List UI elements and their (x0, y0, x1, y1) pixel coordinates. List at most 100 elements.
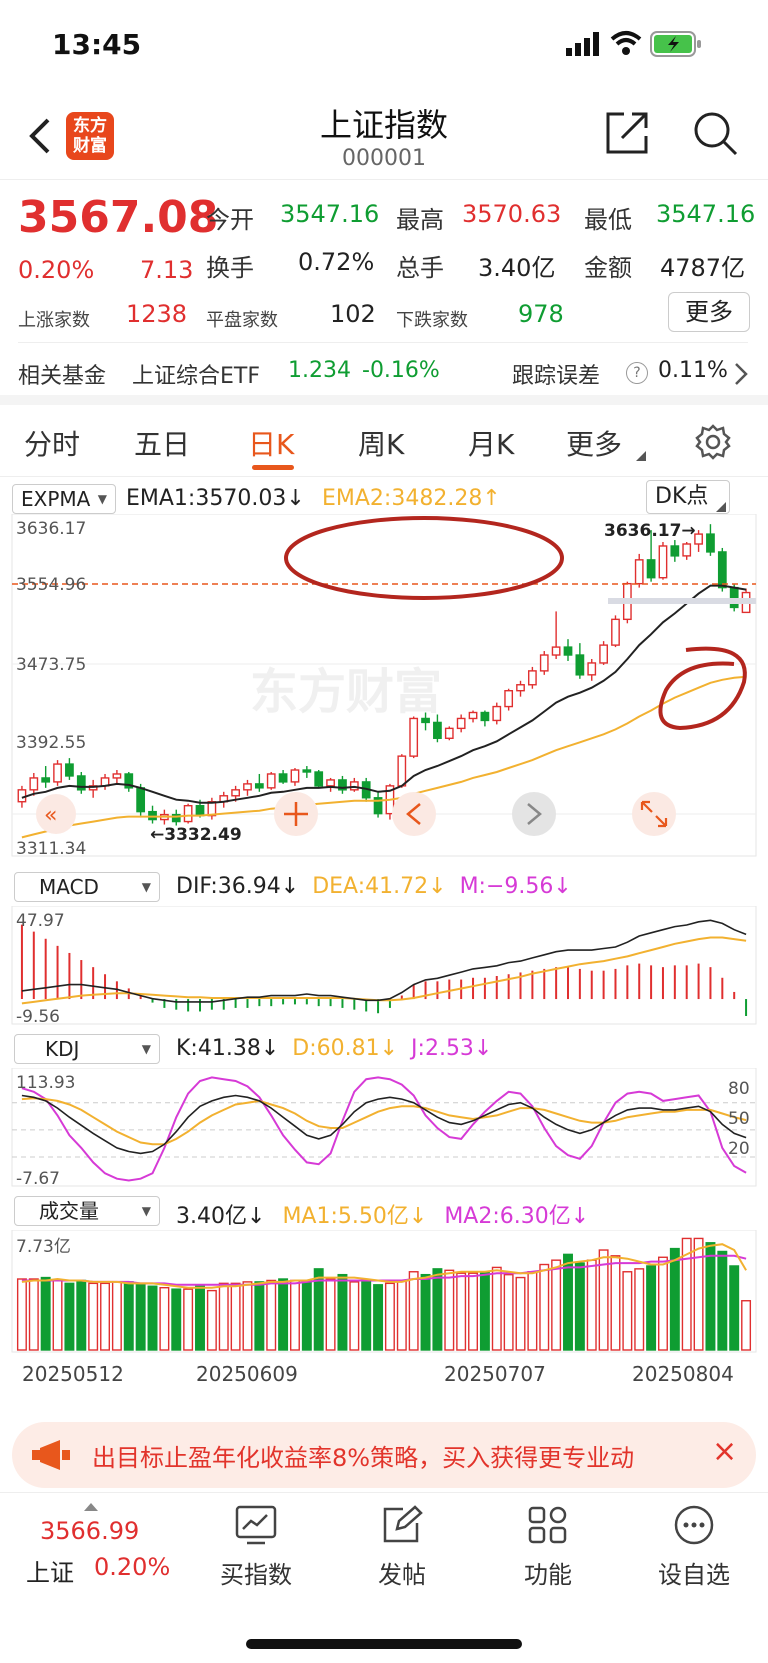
volume-bar (361, 1281, 372, 1351)
macd-axis-bottom: -9.56 (16, 1007, 60, 1026)
dropdown-corner-icon (636, 451, 646, 461)
candle-body (468, 711, 478, 720)
high-value: 3570.63 (462, 200, 562, 228)
promo-banner[interactable]: 出目标止盈年化收益率8%策略，买入获得更专业动 × (12, 1422, 756, 1488)
nav-functions[interactable]: 功能 (488, 1505, 608, 1590)
scroll-left-far-button[interactable] (36, 794, 76, 834)
volume-bar (586, 1259, 597, 1351)
app-header: 东方 财富 上证指数 000001 (0, 90, 768, 180)
step-left-button[interactable] (392, 792, 436, 836)
volume-dropdown[interactable]: 成交量 ▼ (14, 1196, 160, 1226)
nav-buy-index-label: 买指数 (220, 1561, 292, 1589)
candle-body (183, 804, 193, 823)
candlestick-chart[interactable]: 东方财富 3636.17 3554.96 3473.75 3392.55 331… (0, 514, 768, 858)
kdj-legend: K:41.38↓ D:60.81↓ J:2.53↓ (176, 1036, 492, 1061)
more-button[interactable]: 更多 (668, 292, 750, 332)
fund-name[interactable]: 上证综合ETF (132, 364, 260, 389)
back-icon[interactable] (28, 116, 52, 156)
macd-dropdown[interactable]: MACD ▼ (14, 872, 160, 902)
fullscreen-button[interactable] (632, 792, 676, 836)
kdj-axis-top: 113.93 (16, 1073, 75, 1093)
share-icon[interactable] (604, 110, 650, 156)
open-label: 今开 (206, 206, 254, 234)
volume-bar (527, 1271, 538, 1351)
volume-bar (384, 1282, 395, 1351)
nav-post[interactable]: 发帖 (342, 1505, 462, 1590)
up-count-label: 上涨家数 (18, 310, 90, 331)
volume-bar (634, 1268, 645, 1351)
j-line (21, 1076, 747, 1182)
open-value: 3547.16 (280, 200, 380, 228)
macd-frame (11, 906, 757, 1025)
fund-change: -0.16% (362, 358, 440, 383)
volume-bar (444, 1269, 455, 1351)
volume-bar (729, 1265, 740, 1351)
candle-body (243, 783, 252, 791)
search-icon[interactable] (692, 110, 738, 156)
volume-bar (574, 1262, 585, 1351)
candle-body (563, 646, 573, 656)
candle-body (575, 654, 585, 676)
divider (18, 342, 748, 343)
volume-bar (195, 1285, 205, 1351)
nav-add-watchlist[interactable]: 设自选 (634, 1505, 754, 1590)
volume-bar (40, 1276, 51, 1351)
gear-icon[interactable] (694, 423, 732, 461)
tab-more[interactable]: 更多 (566, 428, 623, 461)
date-tick: 20250804 (632, 1362, 734, 1386)
tab-monthly-k[interactable]: 月K (468, 428, 515, 461)
support-band (608, 598, 756, 604)
volume-bar (218, 1282, 229, 1351)
watermark: 东方财富 (250, 664, 442, 720)
chevron-right-icon (527, 803, 542, 825)
candle-body (516, 684, 525, 692)
macd-axis-top: 47.97 (16, 911, 65, 931)
step-right-button[interactable] (512, 792, 556, 836)
volume-legend: 3.40亿↓ MA1:5.50亿↓ MA2:6.30亿↓ (176, 1198, 589, 1230)
tab-daily-k[interactable]: 日K (248, 428, 295, 461)
main-indicator-dropdown[interactable]: EXPMA ▼ (12, 484, 116, 514)
bottom-index-price[interactable]: 3566.99 (40, 1517, 140, 1545)
logo-line1: 东方 (73, 116, 107, 136)
volume-bar (52, 1279, 63, 1351)
amount-label: 金额 (584, 254, 632, 282)
kline-chart-area[interactable]: EXPMA ▼ EMA1:3570.03↓ EMA2:3482.28↑ DK点 东… (0, 478, 768, 1408)
candle-body (717, 551, 727, 589)
close-icon[interactable]: × (712, 1434, 738, 1469)
volume-value: 3.40亿 (176, 1204, 247, 1229)
candle-body (41, 777, 51, 783)
bottom-index-name[interactable]: 上证 (26, 1559, 74, 1587)
status-time: 13:45 (52, 28, 142, 61)
tab-weekly-k[interactable]: 周K (358, 428, 405, 461)
kdj-level-20: 20 (728, 1139, 750, 1159)
kdj-name: KDJ (45, 1037, 80, 1061)
volume-bar (598, 1249, 609, 1351)
volume-bar (503, 1273, 514, 1351)
chevron-right-icon[interactable] (734, 362, 748, 386)
candle-body (29, 777, 39, 791)
grid-icon (528, 1506, 567, 1544)
kdj-level-80: 80 (728, 1079, 750, 1099)
ema2-line (21, 675, 747, 839)
kdj-frame (11, 1068, 757, 1187)
kdj-dropdown[interactable]: KDJ ▼ (14, 1034, 160, 1064)
candle-body (171, 813, 181, 823)
j-value: J:2.53 (411, 1036, 474, 1061)
volume-bar (539, 1263, 550, 1351)
candle-body (706, 533, 715, 553)
volume-value: 3.40亿 (478, 254, 556, 282)
help-icon[interactable]: ? (626, 362, 648, 384)
k-line (21, 1094, 747, 1155)
candle-body (338, 779, 347, 791)
fund-price: 1.234 (288, 358, 351, 383)
nav-buy-index[interactable]: 买指数 (196, 1505, 316, 1590)
bottom-index-pct[interactable]: 0.20% (94, 1553, 171, 1581)
d-value: D:60.81 (292, 1036, 380, 1061)
tracking-error-label: 跟踪误差 (512, 364, 601, 389)
volume-bar (337, 1273, 348, 1351)
tab-five-day[interactable]: 五日 (134, 428, 191, 461)
kdj-level-50: 50 (728, 1109, 750, 1129)
volume-bar (705, 1242, 716, 1351)
volume-bar (242, 1281, 253, 1351)
tab-intraday[interactable]: 分时 (24, 428, 81, 461)
